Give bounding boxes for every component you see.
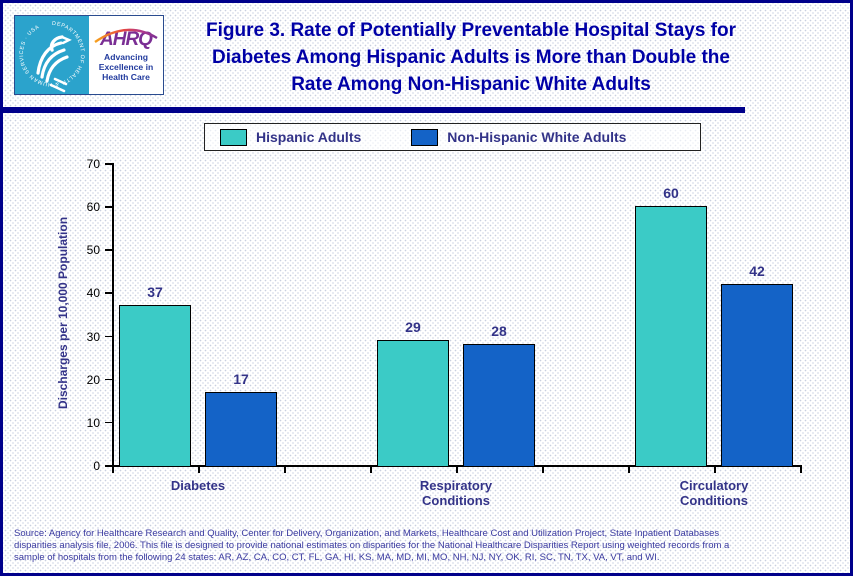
- y-tick-label: 10: [86, 415, 100, 430]
- bar-value-label: 28: [491, 323, 507, 340]
- legend-label: Non-Hispanic White Adults: [447, 129, 627, 145]
- bar-value-label: 37: [147, 284, 163, 301]
- svg-text:DEPARTMENT OF HEALTH & HUMAN S: DEPARTMENT OF HEALTH & HUMAN SERVICES · …: [19, 21, 85, 87]
- ahrq-logo: AHRQ Advancing Excellence in Health Care: [89, 16, 163, 94]
- y-tick-mark: [105, 206, 112, 208]
- legend-swatch-icon: [220, 128, 247, 146]
- y-tick-label: 40: [86, 286, 100, 301]
- y-tick-mark: [105, 335, 112, 338]
- y-tick-mark: [105, 249, 112, 251]
- bar-value-label: 60: [663, 185, 679, 202]
- source-note-line: Source: Agency for Healthcare Research a…: [14, 528, 720, 539]
- y-tick-mark: [105, 292, 112, 294]
- hhs-eagle-icon: DEPARTMENT OF HEALTH & HUMAN SERVICES · …: [19, 21, 85, 93]
- y-tick-label: 70: [86, 157, 100, 171]
- ahrq-tagline-line: Excellence in: [98, 62, 154, 72]
- x-tick-mark: [284, 467, 286, 473]
- x-tick-mark: [542, 467, 544, 473]
- hhs-seal-ring-text: DEPARTMENT OF HEALTH & HUMAN SERVICES · …: [19, 21, 84, 87]
- x-category-label-line: Respiratory: [419, 478, 493, 493]
- figure-title: Figure 3. Rate of Potentially Preventabl…: [165, 17, 777, 98]
- header-divider: [3, 107, 745, 113]
- ahrq-tagline-line: Health Care: [102, 72, 150, 82]
- hhs-ahrq-logo: DEPARTMENT OF HEALTH & HUMAN SERVICES · …: [14, 15, 164, 95]
- y-tick-mark: [105, 421, 112, 424]
- chart-legend: Hispanic Adults Non-Hispanic White Adults: [204, 123, 701, 151]
- bar-value-label: 17: [233, 370, 249, 387]
- x-category-label: Circulatory Conditions: [629, 478, 799, 508]
- legend-swatch-icon: [411, 128, 439, 146]
- bar-value-label: 42: [749, 262, 765, 279]
- figure-title-line: Figure 3. Rate of Potentially Preventabl…: [205, 20, 737, 41]
- x-axis-line: [112, 465, 802, 467]
- bar-hispanic-adults-circulatory-conditions: [635, 206, 707, 467]
- figure-title-line: Rate Among Non-Hispanic White Adults: [291, 74, 651, 95]
- bar-non-hispanic-white-adults-diabetes: [205, 391, 277, 467]
- x-tick-mark: [198, 467, 200, 473]
- figure-title-line: Diabetes Among Hispanic Adults is More t…: [212, 47, 730, 68]
- x-tick-mark: [456, 467, 458, 473]
- y-tick-label: 60: [86, 200, 100, 215]
- bar-hispanic-adults-respiratory-conditions: [377, 339, 449, 467]
- legend-label: Hispanic Adults: [256, 129, 362, 145]
- x-tick-mark: [800, 467, 802, 473]
- y-tick-label: 30: [86, 329, 100, 344]
- bar-hispanic-adults-diabetes: [119, 305, 191, 467]
- x-tick-mark: [628, 467, 630, 473]
- x-category-label: Respiratory Conditions: [371, 478, 541, 508]
- x-category-label: Diabetes: [113, 478, 283, 493]
- x-category-label-line: Conditions: [422, 493, 490, 508]
- source-note-line: disparities analysis file, 2006. This fi…: [14, 540, 730, 551]
- source-note: Source: Agency for Healthcare Research a…: [14, 528, 836, 564]
- bar-non-hispanic-white-adults-circulatory-conditions: [721, 283, 793, 467]
- x-tick-mark: [370, 467, 372, 473]
- legend-item: Non-Hispanic White Adults: [411, 128, 627, 146]
- x-tick-mark: [714, 467, 716, 473]
- bar-value-label: 29: [405, 318, 421, 335]
- legend-item: Hispanic Adults: [220, 128, 362, 146]
- bar-non-hispanic-white-adults-respiratory-conditions: [463, 344, 535, 467]
- x-tick-mark: [112, 467, 114, 473]
- y-tick-mark: [105, 378, 112, 381]
- ahrq-tagline: Advancing Excellence in Health Care: [89, 52, 163, 82]
- source-note-line: sample of hospitals from the following 2…: [14, 552, 660, 563]
- y-tick-label: 0: [93, 459, 100, 473]
- ahrq-tagline-line: Advancing: [104, 52, 148, 62]
- y-tick-label: 50: [86, 243, 100, 258]
- ahrq-wordmark: AHRQ: [100, 29, 153, 50]
- y-tick-label: 20: [86, 372, 100, 387]
- hhs-seal: DEPARTMENT OF HEALTH & HUMAN SERVICES · …: [15, 16, 89, 94]
- x-category-label-line: Diabetes: [170, 478, 226, 493]
- y-tick-mark: [105, 465, 112, 467]
- x-category-label-line: Circulatory: [679, 478, 749, 493]
- y-tick-mark: [105, 163, 112, 165]
- rainbow-arc-icon: [94, 28, 158, 43]
- x-category-label-line: Conditions: [680, 493, 748, 508]
- y-axis-line: [112, 163, 114, 467]
